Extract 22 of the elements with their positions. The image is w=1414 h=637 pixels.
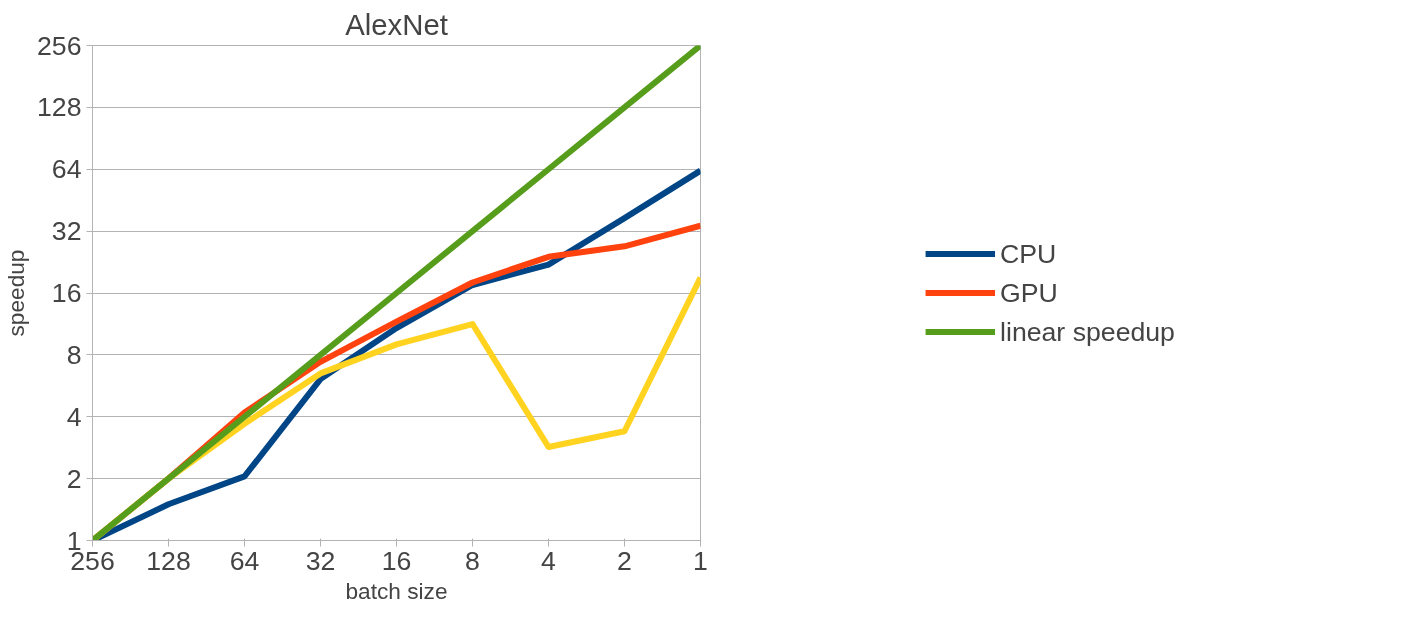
y-tick-label: 64 [51,154,82,185]
x-tick-label: 4 [541,545,557,576]
y-tick-label: 8 [66,339,82,370]
y-tick-label: 16 [51,278,82,308]
y-tick-label: 2 [66,463,82,494]
x-tick-label: 8 [465,545,480,576]
x-tick-label: 1 [693,545,708,576]
y-axis-title: speedup [3,249,30,337]
x-tick-label: 128 [146,545,191,576]
x-axis-title: batch size [345,577,448,604]
chart-title: AlexNet [345,7,448,41]
legend-label: GPU [1000,277,1058,308]
x-tick-label: 16 [381,545,412,576]
x-tick-label: 64 [229,545,260,576]
y-tick-label: 32 [51,216,82,247]
y-tick-label: 256 [37,30,82,61]
x-tick-label: 32 [305,545,336,576]
legend-label: CPU [1000,238,1057,269]
x-tick-label: 2 [617,545,632,576]
y-tick-label: 4 [66,401,82,432]
y-tick-label: 128 [37,92,82,123]
legend-label: linear speedup [1000,316,1175,347]
